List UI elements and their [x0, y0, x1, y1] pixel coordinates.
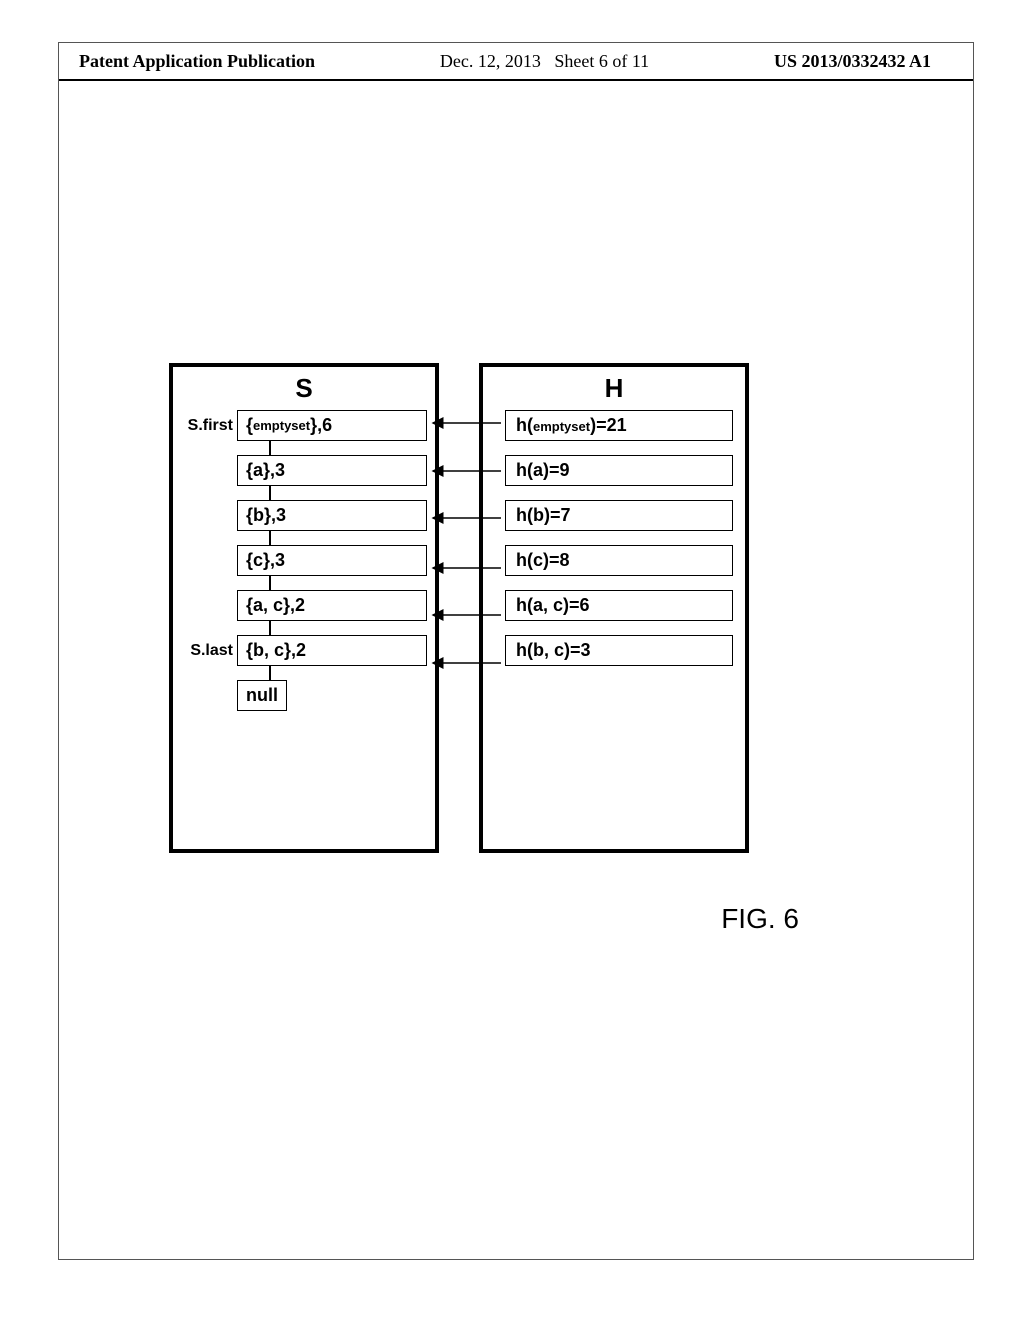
h-entry-1: h(a)=9	[505, 455, 733, 486]
header-left: Patent Application Publication	[79, 51, 315, 72]
page-frame: Patent Application Publication Dec. 12, …	[58, 42, 974, 1260]
header-rule	[59, 79, 973, 81]
s-link-1	[269, 486, 271, 500]
s-link-5	[269, 666, 271, 680]
h-entry-5: h(b, c)=3	[505, 635, 733, 666]
s-entry-1: {a},3	[237, 455, 427, 486]
s-link-0	[269, 441, 271, 455]
s-row-6: null	[181, 680, 427, 711]
s-entry-5: {b, c},2	[237, 635, 427, 666]
s-last-label: S.last	[181, 642, 237, 660]
s-entry-4: {a, c},2	[237, 590, 427, 621]
s-link-3	[269, 576, 271, 590]
s-row-4: {a, c},2	[181, 590, 427, 621]
column-h: H h(emptyset)=21 h(a)=9 h(b)=7 h(c)=8 h(…	[479, 363, 749, 853]
header-pubno: US 2013/0332432 A1	[774, 51, 931, 72]
h-entry-3: h(c)=8	[505, 545, 733, 576]
s-first-label: S.first	[181, 417, 237, 435]
h-entry-2: h(b)=7	[505, 500, 733, 531]
s-link-2	[269, 531, 271, 545]
s-entry-2: {b},3	[237, 500, 427, 531]
s-row-1: {a},3	[181, 455, 427, 486]
diagram: S S.first {emptyset},6 {a},3 {b},3 {c},	[169, 363, 799, 883]
s-row-3: {c},3	[181, 545, 427, 576]
column-s-title: S	[173, 373, 435, 404]
s-link-4	[269, 621, 271, 635]
s-row-0: S.first {emptyset},6	[181, 410, 427, 441]
h-entry-0: h(emptyset)=21	[505, 410, 733, 441]
s-entry-0: {emptyset},6	[237, 410, 427, 441]
s-row-2: {b},3	[181, 500, 427, 531]
page-header: Patent Application Publication Dec. 12, …	[59, 51, 973, 72]
s-row-5: S.last {b, c},2	[181, 635, 427, 666]
column-s: S S.first {emptyset},6 {a},3 {b},3 {c},	[169, 363, 439, 853]
figure-caption: FIG. 6	[721, 903, 799, 935]
header-date: Dec. 12, 2013 Sheet 6 of 11	[440, 51, 649, 72]
h-entry-4: h(a, c)=6	[505, 590, 733, 621]
s-entry-3: {c},3	[237, 545, 427, 576]
column-h-title: H	[483, 373, 745, 404]
s-entry-6: null	[237, 680, 287, 711]
